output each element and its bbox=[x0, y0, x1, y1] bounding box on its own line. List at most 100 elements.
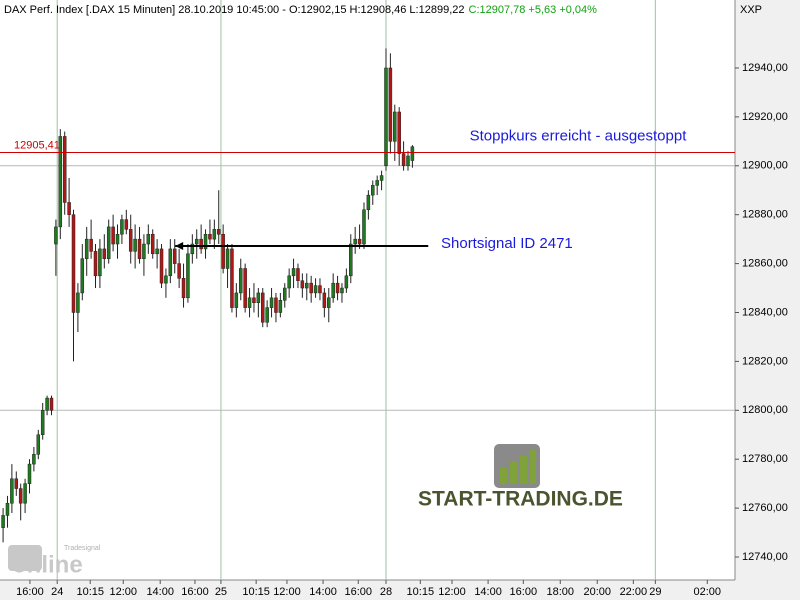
candle-body bbox=[98, 248, 102, 277]
x-tick-label: 12:00 bbox=[438, 586, 466, 598]
y-tick-label: 12860,00 bbox=[742, 257, 788, 269]
y-tick-label: 12920,00 bbox=[742, 111, 788, 123]
annotation: Stoppkurs erreicht - ausgestoppt bbox=[470, 127, 688, 144]
y-tick-label: 12760,00 bbox=[742, 502, 788, 514]
y-tick-label: 12780,00 bbox=[742, 453, 788, 465]
logo: START-TRADING.DE bbox=[418, 444, 623, 511]
candle-body bbox=[247, 297, 252, 308]
candle-body bbox=[322, 292, 327, 308]
y-tick-label: 12940,00 bbox=[742, 62, 788, 74]
candle-body bbox=[23, 483, 27, 504]
candle-body bbox=[375, 180, 379, 186]
candle-body bbox=[243, 268, 247, 308]
reference-label: 12905,41 bbox=[14, 139, 60, 151]
candle-body bbox=[212, 229, 217, 240]
candle-body bbox=[252, 297, 256, 303]
candle-body bbox=[194, 238, 199, 245]
candle-body bbox=[128, 229, 133, 252]
candle-body bbox=[54, 226, 58, 245]
candle-body bbox=[388, 67, 393, 142]
signal-arrow-head bbox=[175, 241, 184, 250]
candle-body bbox=[344, 275, 349, 289]
y-tick-label: 12800,00 bbox=[742, 404, 788, 416]
candle-body bbox=[305, 282, 309, 289]
candle-body bbox=[120, 219, 124, 235]
candle-body bbox=[366, 194, 371, 211]
candle-body bbox=[84, 238, 89, 259]
candle-body bbox=[172, 248, 177, 264]
x-tick-label: 14:00 bbox=[309, 586, 337, 598]
candle-body bbox=[349, 243, 353, 277]
candle-body bbox=[1, 515, 5, 528]
candle-body bbox=[150, 233, 155, 255]
candle-body bbox=[199, 238, 203, 250]
annotation: Shortsignal ID 2471 bbox=[441, 235, 573, 252]
x-tick-label: 16:00 bbox=[181, 586, 209, 598]
candle-body bbox=[371, 185, 375, 196]
candle-body bbox=[137, 238, 142, 259]
candle-body bbox=[146, 233, 151, 245]
candle-body bbox=[10, 478, 14, 504]
x-tick-label: 10:15 bbox=[407, 586, 435, 598]
candle-body bbox=[45, 397, 49, 411]
x-tick-label: 14:00 bbox=[474, 586, 502, 598]
candle-body bbox=[291, 268, 296, 277]
candle-body bbox=[256, 292, 261, 303]
x-tick-label: 29 bbox=[649, 586, 661, 598]
candle-body bbox=[115, 233, 120, 245]
candle-body bbox=[234, 292, 239, 308]
candle-body bbox=[397, 111, 401, 154]
y-tick-label: 12740,00 bbox=[742, 551, 788, 563]
candle-body bbox=[309, 282, 313, 294]
x-tick-label: 16:00 bbox=[510, 586, 538, 598]
candle-body bbox=[76, 292, 80, 313]
candle-body bbox=[362, 209, 366, 245]
y-tick-label: 12880,00 bbox=[742, 209, 788, 221]
candle-body bbox=[181, 278, 186, 299]
candle-body bbox=[80, 258, 85, 294]
candle-body bbox=[93, 251, 98, 277]
watermark-text: online bbox=[12, 551, 83, 578]
candle-body bbox=[357, 238, 362, 245]
candle-body bbox=[40, 410, 45, 436]
candle-body bbox=[230, 248, 234, 308]
plot-area bbox=[0, 0, 735, 580]
candle-body bbox=[190, 243, 195, 255]
logo-icon-bar bbox=[510, 462, 517, 484]
candle-body bbox=[67, 202, 71, 215]
candle-body bbox=[124, 219, 129, 230]
x-tick-label: 16:00 bbox=[344, 586, 372, 598]
candle-body bbox=[208, 233, 212, 240]
watermark: online Tradesignal bbox=[8, 545, 101, 578]
candle-body bbox=[313, 285, 318, 294]
candle-body bbox=[18, 488, 23, 504]
candle-body bbox=[102, 248, 107, 259]
candle-body bbox=[269, 297, 274, 308]
candle-body bbox=[36, 434, 41, 455]
candle-body bbox=[14, 478, 19, 489]
logo-icon-bar bbox=[500, 468, 507, 484]
candle-body bbox=[401, 153, 406, 167]
candle-body bbox=[168, 248, 173, 277]
candle-body bbox=[274, 297, 278, 313]
candle-body bbox=[318, 285, 322, 294]
logo-icon-bar bbox=[530, 450, 536, 484]
candle-body bbox=[71, 214, 76, 313]
x-tick-label: 12:00 bbox=[273, 586, 301, 598]
x-tick-label: 18:00 bbox=[547, 586, 575, 598]
candle-body bbox=[283, 287, 287, 301]
candle-body bbox=[155, 248, 159, 255]
candle-body bbox=[106, 226, 111, 259]
x-tick-label: 10:15 bbox=[76, 586, 104, 598]
candle-body bbox=[300, 280, 305, 289]
y-tick-label: 12900,00 bbox=[742, 160, 788, 172]
candle-body bbox=[221, 233, 225, 269]
candle-body bbox=[287, 275, 291, 289]
candle-body bbox=[186, 253, 190, 299]
logo-icon-bar bbox=[520, 456, 527, 484]
candle-body bbox=[159, 248, 164, 284]
candle-body bbox=[265, 307, 269, 323]
candle-body bbox=[58, 136, 63, 228]
candle-body bbox=[384, 67, 388, 167]
